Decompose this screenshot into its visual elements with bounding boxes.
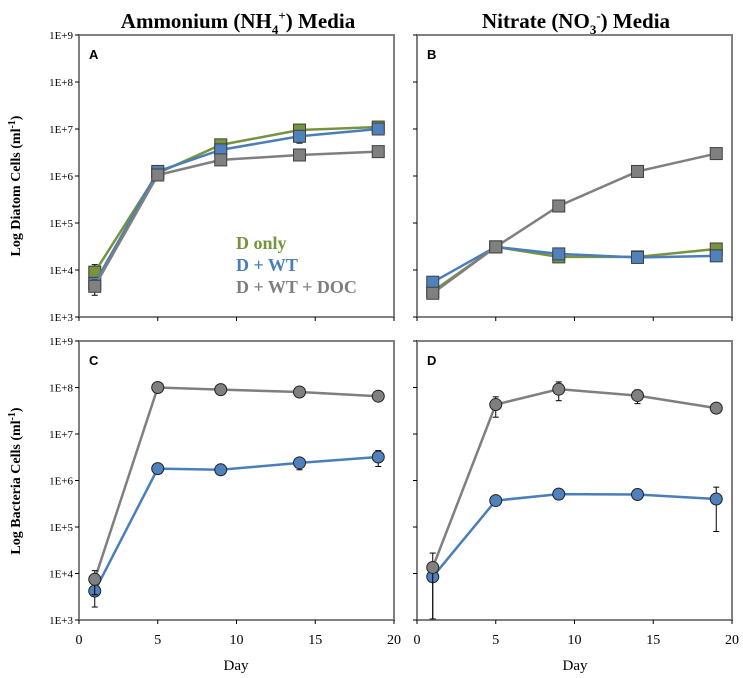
x-tick-label: 0 xyxy=(414,633,421,648)
legend-d-wt: D + WT xyxy=(236,255,298,275)
x-tick-label: 15 xyxy=(646,633,660,648)
data-point xyxy=(426,286,440,300)
series-d-wt-doc xyxy=(88,145,385,296)
panel-D: D 0 5 10 15 20 xyxy=(413,340,739,648)
series-line xyxy=(431,492,717,578)
ylabel-diatom: Log Diatom Cells (ml-1) xyxy=(7,115,24,256)
ylabel-bacteria: Log Bacteria Cells (ml-1) xyxy=(7,407,24,554)
data-point xyxy=(552,382,566,396)
y-tick-label: 1E+9 xyxy=(49,30,73,42)
data-point xyxy=(631,164,644,178)
x-tick-label: 10 xyxy=(568,633,582,648)
series-d-wt xyxy=(88,450,385,608)
data-point xyxy=(214,463,228,477)
y-tick-label: 1E+6 xyxy=(49,476,73,488)
legend-d-only: D only xyxy=(236,233,287,253)
panel-B: B xyxy=(413,34,733,321)
data-point xyxy=(88,572,102,586)
x-tick-label: 20 xyxy=(387,633,401,648)
data-point xyxy=(709,492,723,506)
data-point xyxy=(489,240,503,254)
panel-frame xyxy=(416,340,733,621)
data-point xyxy=(293,456,306,470)
data-point xyxy=(552,199,566,213)
y-tick-label: 1E+5 xyxy=(49,218,73,230)
y-tick-label: 1E+8 xyxy=(49,77,73,89)
panel-letter: C xyxy=(89,353,99,368)
data-point xyxy=(293,385,306,399)
series-d-wt-doc xyxy=(426,147,723,300)
y-tick-label: 1E+5 xyxy=(49,522,73,534)
data-point xyxy=(631,250,644,264)
data-point xyxy=(426,560,440,574)
data-point xyxy=(293,129,306,143)
data-point xyxy=(214,383,228,397)
data-point xyxy=(489,494,503,508)
data-point xyxy=(552,247,566,261)
panel-letter: D xyxy=(427,353,436,368)
title-ammonium: Ammonium (NH4+) Media xyxy=(121,8,356,37)
x-tick-label: 0 xyxy=(76,633,83,648)
data-point xyxy=(371,145,385,159)
data-point xyxy=(371,122,385,136)
y-tick-label: 1E+3 xyxy=(49,615,73,627)
x-tick-label: 5 xyxy=(154,633,161,648)
x-tick-label: 15 xyxy=(308,633,322,648)
data-point xyxy=(489,398,503,412)
panel-letter: B xyxy=(427,47,436,62)
x-tick-label: 20 xyxy=(725,633,739,648)
series-line xyxy=(432,152,717,295)
series-d-only xyxy=(426,240,723,298)
data-point xyxy=(151,381,165,394)
data-point xyxy=(151,168,165,182)
data-point xyxy=(631,487,644,501)
panel-A: A 1E+3 1E+4 1E+5 1E+6 1E+7 1E+8 1E+9 xyxy=(49,30,395,324)
data-point xyxy=(371,450,385,464)
legend-d-wt-doc: D + WT + DOC xyxy=(236,277,357,297)
y-tick-label: 1E+3 xyxy=(49,312,73,324)
data-point xyxy=(293,148,306,162)
panel-letter: A xyxy=(89,47,99,62)
y-tick-label: 1E+4 xyxy=(49,569,73,581)
x-tick-label: 10 xyxy=(230,633,244,648)
y-tick-label: 1E+8 xyxy=(49,383,73,395)
data-point xyxy=(709,401,723,415)
y-tick-label: 1E+9 xyxy=(49,336,73,348)
data-point xyxy=(709,147,723,161)
data-point xyxy=(552,487,566,501)
y-tick-label: 1E+7 xyxy=(49,124,73,136)
legend: D only D + WT D + WT + DOC xyxy=(236,233,357,297)
x-tick-label: 5 xyxy=(492,633,499,648)
xlabel-left: Day xyxy=(224,658,249,674)
data-point xyxy=(214,153,228,167)
series-d-wt xyxy=(426,486,723,620)
y-tick-label: 1E+4 xyxy=(49,265,73,277)
data-point xyxy=(88,279,102,293)
data-point xyxy=(631,389,644,403)
series-line xyxy=(431,387,717,568)
series-line xyxy=(93,455,379,592)
series-line xyxy=(93,386,379,580)
data-point xyxy=(426,275,440,289)
series-d-wt-doc xyxy=(88,381,385,596)
y-tick-label: 1E+7 xyxy=(49,429,73,441)
panel-frame xyxy=(416,34,733,318)
panel-C: C 1E+3 1E+4 1E+5 1E+6 1E+7 1E+8 1E+9 0 5 10 15 20 xyxy=(49,336,401,648)
data-point xyxy=(709,249,723,263)
data-point xyxy=(151,462,165,476)
y-tick-label: 1E+6 xyxy=(49,171,73,183)
data-point xyxy=(371,389,385,403)
title-nitrate: Nitrate (NO3-) Media xyxy=(482,8,671,37)
xlabel-right: Day xyxy=(563,658,588,674)
series-d-wt-doc xyxy=(426,381,723,620)
